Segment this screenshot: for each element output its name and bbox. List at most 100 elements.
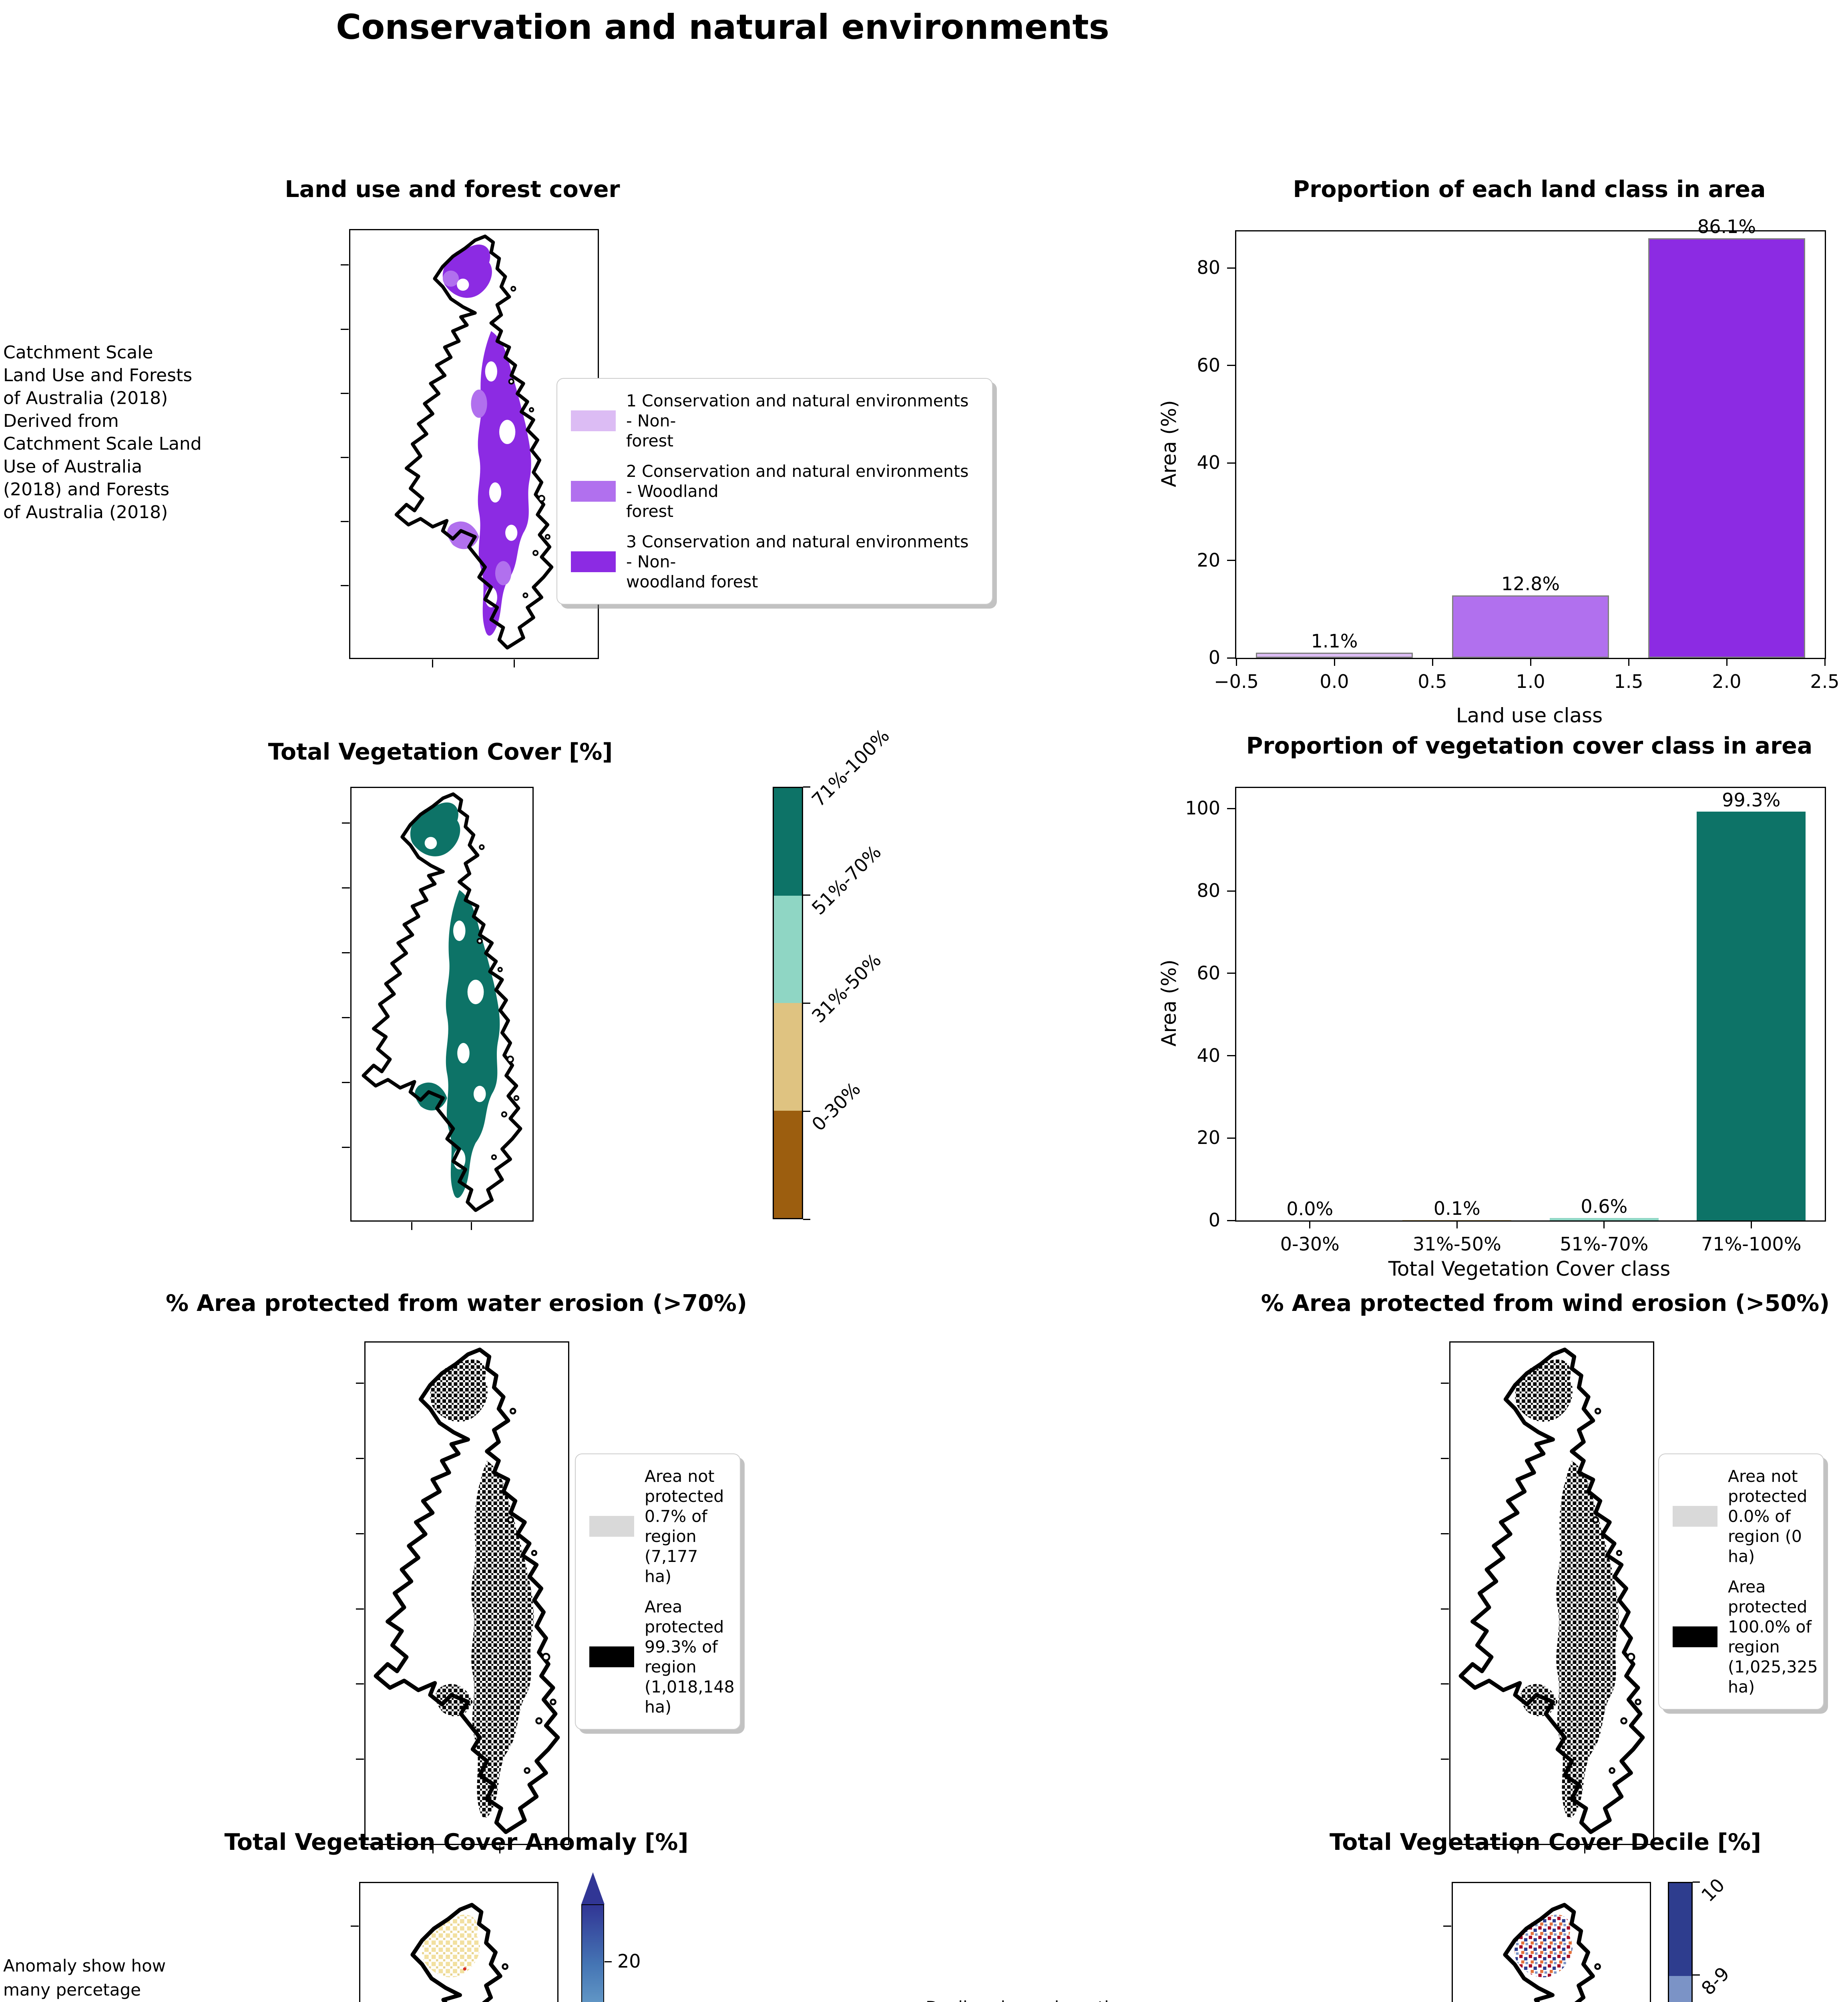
- map-y-tick: [342, 1017, 350, 1019]
- colorbar-segment: [774, 788, 802, 896]
- bar: [1697, 811, 1806, 1220]
- legend-swatch: [571, 410, 616, 431]
- map-y-tick: [356, 1608, 364, 1610]
- legend-swatch: [1673, 1626, 1717, 1647]
- map-x-tick: [1584, 1845, 1585, 1853]
- legend-entry: Area protected 99.3% of region (1,018,14…: [589, 1597, 735, 1717]
- map-y-tick: [356, 1457, 364, 1459]
- y-tick: [1227, 1220, 1235, 1221]
- y-tick-label: 80: [1197, 880, 1220, 902]
- y-tick: [1227, 973, 1235, 974]
- map-x-tick: [1517, 1845, 1519, 1853]
- y-tick: [1227, 1137, 1235, 1139]
- colorbar-segment: [774, 895, 802, 1003]
- x-tick: [1824, 658, 1826, 666]
- x-tick: [1628, 658, 1629, 666]
- decile-caption: Deciles show where the pixel value lies …: [926, 1996, 1222, 2002]
- map-y-tick: [341, 457, 349, 458]
- legend-swatch: [571, 551, 616, 572]
- vegcover-map-title: Total Vegetation Cover [%]: [268, 739, 613, 765]
- y-tick: [1227, 267, 1235, 269]
- bar-value-label: 99.3%: [1722, 789, 1781, 811]
- wind-erosion-title: % Area protected from wind erosion (>50%…: [1261, 1290, 1830, 1317]
- bw-map-drawing: [1458, 1347, 1645, 1834]
- vegclass-chart-title: Proportion of vegetation cover class in …: [1246, 733, 1813, 759]
- y-tick: [1227, 657, 1235, 659]
- y-tick-label: 0: [1208, 647, 1220, 668]
- wind-erosion-map: [1441, 1341, 1654, 1853]
- legend-entry: 2 Conservation and natural environments …: [571, 461, 978, 521]
- legend-entry-label: Area protected 99.3% of region (1,018,14…: [645, 1597, 735, 1717]
- map-y-tick: [1441, 1683, 1449, 1685]
- map-y-tick: [1443, 1926, 1451, 1927]
- map-x-tick: [513, 659, 515, 667]
- water-erosion-legend: Area not protected 0.7% of region (7,177…: [575, 1453, 741, 1730]
- bar: [1648, 238, 1805, 658]
- bar-value-label: 0.6%: [1581, 1195, 1628, 1217]
- colorbar-tick: [803, 1218, 810, 1220]
- anom-map-drawing: [410, 1903, 508, 2002]
- colorbar-label: 10: [1697, 1874, 1729, 1906]
- y-tick-label: 20: [1197, 549, 1220, 571]
- page-title: Conservation and natural environments: [336, 7, 1109, 47]
- map-y-tick: [342, 887, 350, 889]
- colorbar-tick: [803, 894, 810, 896]
- colorbar-tick: [803, 1002, 810, 1004]
- colorbar-tick: [803, 786, 810, 788]
- x-tick-label: −0.5: [1214, 671, 1259, 692]
- y-tick-label: 80: [1197, 257, 1220, 279]
- colorbar-label: 71%-100%: [807, 724, 894, 811]
- veg-map-drawing: [362, 792, 522, 1212]
- map-y-tick: [1441, 1533, 1449, 1534]
- map-x-tick: [411, 1222, 413, 1230]
- legend-swatch: [571, 481, 616, 502]
- x-tick: [1530, 658, 1531, 666]
- map-y-tick: [351, 1926, 359, 1927]
- bar-value-label: 0.1%: [1433, 1197, 1480, 1219]
- bar: [1549, 1218, 1659, 1220]
- map-y-tick: [356, 1759, 364, 1760]
- landclass-chart-ylabel-wrap: Area (%): [1157, 230, 1181, 657]
- y-tick-label: 60: [1197, 962, 1220, 984]
- y-tick: [1227, 1055, 1235, 1057]
- bar-value-label: 1.1%: [1311, 630, 1358, 652]
- wind-erosion-legend: Area not protected 0.0% of region (0 ha)…: [1658, 1453, 1824, 1710]
- y-tick: [1227, 462, 1235, 464]
- map-y-tick: [342, 952, 350, 954]
- x-tick: [1309, 1220, 1311, 1228]
- legend-entry-label: 3 Conservation and natural environments …: [626, 532, 969, 591]
- landclass-chart-title: Proportion of each land class in area: [1293, 176, 1766, 203]
- colorbar-label: 8-9: [1697, 1962, 1734, 1999]
- map-y-tick: [342, 1082, 350, 1083]
- map-y-tick: [1441, 1383, 1449, 1384]
- y-tick-label: 40: [1197, 452, 1220, 474]
- x-tick-label: 1.5: [1614, 671, 1643, 692]
- x-tick-label: 0-30%: [1280, 1233, 1340, 1255]
- map-y-tick: [356, 1683, 364, 1685]
- landclass-bar-chart: 0 20 40 60 80 −0.5 0.0 0.5 1.0 1.5 2.0 2.5 1.1% 12.8%…: [1197, 216, 1839, 692]
- y-tick: [1227, 560, 1235, 561]
- map-y-tick: [342, 822, 350, 824]
- landuse-map-drawing: [394, 234, 554, 650]
- bw-map-drawing: [374, 1347, 560, 1834]
- legend-swatch: [1673, 1506, 1717, 1527]
- vegcover-map: [342, 787, 534, 1230]
- map-y-tick: [341, 521, 349, 523]
- x-tick: [1456, 1220, 1458, 1228]
- y-tick: [1227, 365, 1235, 366]
- x-tick: [1432, 658, 1433, 666]
- water-erosion-title: % Area protected from water erosion (>70…: [165, 1290, 747, 1317]
- colorbar-tick: [803, 1110, 810, 1112]
- x-tick: [1603, 1220, 1605, 1228]
- anomaly-map: [351, 1882, 558, 2002]
- map-y-tick: [1441, 1608, 1449, 1610]
- legend-entry-label: Area not protected 0.0% of region (0 ha): [1728, 1467, 1808, 1566]
- x-tick-label: 1.0: [1516, 671, 1545, 692]
- map-x-tick: [432, 1845, 434, 1853]
- anomaly-title: Total Vegetation Cover Anomaly [%]: [224, 1829, 689, 1855]
- colorbar-gradient: [581, 1904, 604, 2002]
- colorbar-tick: [605, 1961, 612, 1962]
- x-tick-label: 71%-100%: [1701, 1233, 1802, 1255]
- map-y-tick: [342, 1147, 350, 1148]
